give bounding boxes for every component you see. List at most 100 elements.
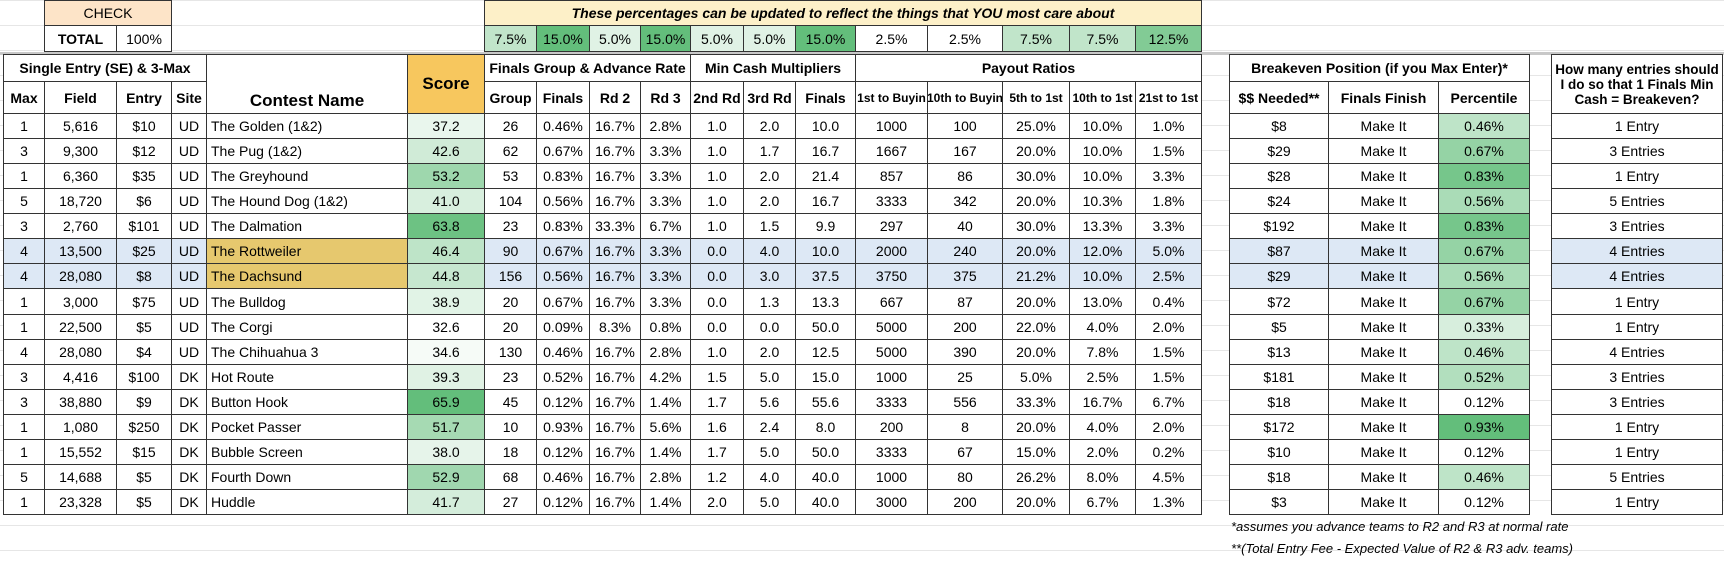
data-cell: 0.67%	[536, 288, 590, 315]
weight: 5.0%	[690, 25, 744, 52]
data-cell: 6.7%	[1135, 389, 1202, 415]
data-cell: 10.0%	[1069, 263, 1136, 289]
data-cell: 4 Entries	[1551, 339, 1723, 365]
data-cell: 1 Entry	[1551, 439, 1723, 465]
data-cell: 3.3%	[640, 288, 691, 315]
data-cell: DK	[171, 489, 207, 515]
weight: 2.5%	[927, 25, 1003, 52]
data-cell: 21.2%	[1002, 263, 1070, 289]
data-cell: 25.0%	[1002, 113, 1070, 139]
data-cell: 6,360	[44, 163, 117, 189]
data-cell: 0.33%	[1438, 314, 1530, 340]
data-cell: 1	[3, 414, 45, 440]
data-cell: 3	[3, 389, 45, 415]
data-cell: 20.0%	[1002, 288, 1070, 315]
data-cell: 2.8%	[640, 113, 691, 139]
data-cell: 1.0	[690, 113, 744, 139]
data-cell: 3.0	[743, 263, 796, 289]
data-cell: 2,760	[44, 213, 117, 239]
data-cell: UD	[171, 339, 207, 365]
data-cell: 3.3%	[640, 238, 691, 264]
data-cell: 53.2	[407, 163, 485, 189]
data-cell: 0.56%	[536, 263, 590, 289]
data-cell: 0.0	[690, 288, 744, 315]
column-header: 5th to 1st	[1002, 81, 1070, 114]
data-cell: 5	[3, 464, 45, 490]
data-cell: $181	[1229, 364, 1329, 390]
data-cell: 13,500	[44, 238, 117, 264]
data-cell: 4.5%	[1135, 464, 1202, 490]
data-cell: 25	[927, 364, 1003, 390]
data-cell: $8	[116, 263, 172, 289]
data-cell: DK	[171, 464, 207, 490]
data-cell: 10.0%	[1069, 113, 1136, 139]
column-header: 21st to 1st	[1135, 81, 1202, 114]
data-cell: 22,500	[44, 314, 117, 340]
data-cell: 2.0%	[1069, 439, 1136, 465]
data-cell: $29	[1229, 263, 1329, 289]
data-cell: 6.7%	[640, 213, 691, 239]
data-cell: Make It	[1328, 414, 1439, 440]
data-cell: 0.83%	[1438, 213, 1530, 239]
data-cell: 16.7%	[589, 113, 641, 139]
contest-name: Hot Route	[206, 364, 408, 390]
contest-name: The Greyhound	[206, 163, 408, 189]
data-cell: $172	[1229, 414, 1329, 440]
data-cell: 0.12%	[1438, 389, 1530, 415]
data-cell: 5 Entries	[1551, 188, 1723, 214]
column-header: Entry	[116, 81, 172, 114]
weight: 5.0%	[589, 25, 641, 52]
check-label: CHECK	[44, 0, 172, 26]
data-cell: 2.0	[743, 188, 796, 214]
data-cell: 1.7	[690, 389, 744, 415]
data-cell: 104	[484, 188, 537, 214]
contest-name: Huddle	[206, 489, 408, 515]
data-cell: 16.7%	[589, 414, 641, 440]
data-cell: 1.7	[690, 439, 744, 465]
data-cell: 0.67%	[1438, 238, 1530, 264]
data-cell: 0.67%	[536, 138, 590, 164]
column-header: $$ Needed**	[1229, 81, 1329, 114]
data-cell: 0.56%	[536, 188, 590, 214]
data-cell: 0.12%	[536, 489, 590, 515]
data-cell: 14,688	[44, 464, 117, 490]
data-cell: 1000	[855, 113, 928, 139]
data-cell: 3,000	[44, 288, 117, 315]
data-cell: $6	[116, 188, 172, 214]
column-header: Percentile	[1438, 81, 1530, 114]
weight: 12.5%	[1135, 25, 1202, 52]
data-cell: $12	[116, 138, 172, 164]
data-cell: 1,080	[44, 414, 117, 440]
data-cell: 5.6%	[640, 414, 691, 440]
data-cell: 1.8%	[1135, 188, 1202, 214]
data-cell: 13.3	[795, 288, 856, 315]
data-cell: 22.0%	[1002, 314, 1070, 340]
contest-name: Bubble Screen	[206, 439, 408, 465]
data-cell: 16.7	[795, 138, 856, 164]
data-cell: 90	[484, 238, 537, 264]
data-cell: 1	[3, 489, 45, 515]
data-cell: 200	[927, 489, 1003, 515]
data-cell: 44.8	[407, 263, 485, 289]
data-cell: Make It	[1328, 263, 1439, 289]
data-cell: 27	[484, 489, 537, 515]
data-cell: 16.7%	[589, 263, 641, 289]
data-cell: 20.0%	[1002, 489, 1070, 515]
data-cell: 28,080	[44, 263, 117, 289]
column-header: Site	[171, 81, 207, 114]
data-cell: 10.0	[795, 238, 856, 264]
data-cell: $24	[1229, 188, 1329, 214]
data-cell: 5.6	[743, 389, 796, 415]
contest-name: Pocket Passer	[206, 414, 408, 440]
data-cell: 1	[3, 163, 45, 189]
data-cell: 9.9	[795, 213, 856, 239]
data-cell: 200	[927, 314, 1003, 340]
data-cell: 4.2%	[640, 364, 691, 390]
data-cell: 0.09%	[536, 314, 590, 340]
data-cell: 23	[484, 213, 537, 239]
contest-name: The Golden (1&2)	[206, 113, 408, 139]
data-cell: 18,720	[44, 188, 117, 214]
data-cell: 8.3%	[589, 314, 641, 340]
data-cell: 62	[484, 138, 537, 164]
